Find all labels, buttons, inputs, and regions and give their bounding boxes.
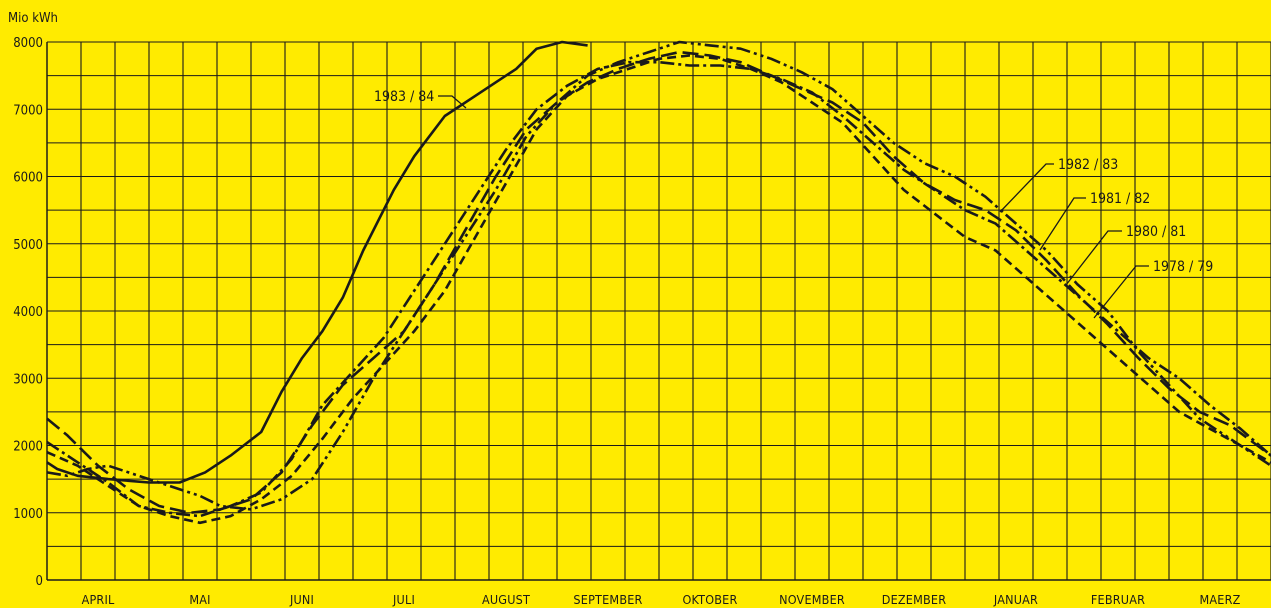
series-label: 1983 / 84	[374, 89, 434, 105]
y-tick-label: 2000	[13, 440, 43, 455]
x-tick-label: JULI	[392, 592, 415, 607]
series-label-leader	[1039, 197, 1086, 251]
grid	[46, 41, 1271, 581]
x-tick-label: OKTOBER	[682, 592, 737, 607]
x-tick-label: MAERZ	[1199, 592, 1240, 607]
series-labels: 1983 / 84 1982 / 83 1981 / 82 1980 / 81 1978…	[374, 89, 1213, 319]
x-tick-label: MAI	[189, 592, 210, 607]
series-line-1983-84	[46, 40, 588, 484]
y-tick-label: 3000	[13, 372, 43, 387]
series-line-1982-83	[46, 40, 1271, 511]
x-tick-label: FEBRUAR	[1091, 592, 1145, 607]
axes	[46, 42, 1271, 581]
y-axis-unit-label: Mio kWh	[8, 11, 58, 26]
x-tick-label: SEPTEMBER	[573, 592, 642, 607]
y-tick-label: 1000	[13, 507, 43, 522]
series-label: 1981 / 82	[1090, 191, 1150, 207]
y-tick-label: 6000	[13, 171, 43, 186]
series-label: 1980 / 81	[1126, 224, 1186, 240]
series-label: 1978 / 79	[1153, 259, 1213, 275]
series-line-1981-82	[46, 50, 1271, 515]
x-tick-label: JANUAR	[993, 592, 1038, 607]
x-tick-label: JUNI	[289, 592, 314, 607]
series-label-leader	[999, 163, 1054, 213]
series-label-leader	[1065, 230, 1122, 286]
series-label-leader	[1093, 265, 1149, 319]
y-tick-label: 8000	[13, 36, 43, 51]
series-lines	[46, 40, 1271, 525]
x-tick-label: DEZEMBER	[882, 592, 947, 607]
series-label: 1982 / 83	[1058, 157, 1118, 173]
y-tick-label: 4000	[13, 305, 43, 320]
y-tick-label: 0	[36, 574, 43, 589]
y-tick-label: 5000	[13, 238, 43, 253]
x-tick-labels: APRIL MAI JUNI JULI AUGUST SEPTEMBER OKTOBER NO…	[82, 592, 1241, 607]
series-line-1980-81	[46, 60, 1271, 518]
x-tick-label: AUGUST	[482, 592, 530, 607]
y-tick-labels: 0 1000 2000 3000 4000 5000 6000 7000 8000	[13, 36, 43, 589]
series-label-leader	[438, 95, 467, 109]
x-tick-label: APRIL	[82, 592, 115, 607]
y-tick-label: 7000	[13, 103, 43, 118]
x-tick-label: NOVEMBER	[779, 592, 845, 607]
series-line-1978-79	[46, 54, 1271, 525]
